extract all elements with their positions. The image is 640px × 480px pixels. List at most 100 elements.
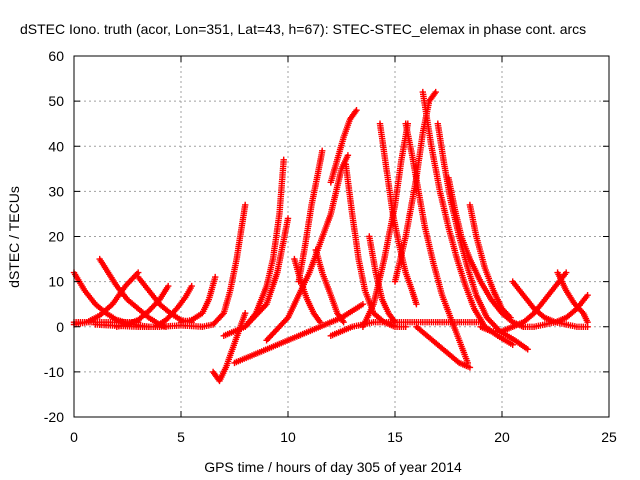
data-point: [492, 289, 495, 292]
data-point: [421, 131, 424, 134]
data-point: [455, 257, 459, 261]
data-point: [393, 280, 397, 283]
y-tick-label: 0: [56, 319, 64, 335]
data-point: [126, 298, 129, 301]
data-series: [520, 292, 591, 330]
data-point: [447, 226, 450, 229]
data-point: [244, 203, 247, 207]
data-point: [509, 316, 512, 319]
data-point: [586, 321, 589, 324]
data-point: [229, 289, 232, 292]
data-point: [137, 325, 140, 328]
data-point: [303, 244, 307, 247]
data-point: [458, 321, 461, 324]
data-point: [500, 330, 504, 333]
data-point: [211, 370, 215, 374]
data-point: [575, 325, 579, 328]
y-tick-label: 60: [48, 48, 64, 64]
data-point: [340, 167, 343, 170]
data-point: [434, 90, 437, 94]
data-point: [276, 343, 279, 346]
data-point: [532, 312, 536, 315]
data-point: [496, 334, 499, 337]
data-point: [479, 321, 482, 324]
data-point: [372, 303, 375, 306]
data-point: [490, 298, 493, 301]
data-point: [179, 324, 183, 327]
data-point: [271, 257, 275, 261]
data-series: [242, 156, 287, 330]
data-point: [282, 158, 285, 161]
data-point: [573, 303, 576, 306]
data-point: [158, 298, 161, 301]
data-point: [348, 118, 352, 121]
data-point: [218, 379, 221, 383]
data-point: [438, 190, 442, 193]
data-point: [137, 307, 140, 310]
data-point: [473, 307, 476, 310]
data-point: [224, 366, 228, 369]
data-point: [94, 303, 97, 306]
data-point: [404, 235, 407, 238]
data-point: [321, 271, 324, 274]
data-point: [385, 167, 388, 170]
data-point: [265, 339, 268, 342]
data-point: [400, 158, 403, 161]
data-point: [475, 235, 478, 238]
data-point: [453, 208, 457, 211]
data-point: [543, 298, 546, 301]
data-series: [263, 152, 352, 344]
data-point: [458, 339, 461, 342]
data-series: [327, 107, 360, 186]
data-point: [111, 303, 114, 306]
data-point: [511, 325, 514, 328]
data-point: [387, 312, 390, 315]
data-point: [316, 172, 320, 175]
data-point: [513, 339, 516, 342]
data-point: [466, 266, 469, 270]
data-point: [468, 203, 472, 207]
data-point: [458, 361, 461, 365]
data-point: [393, 321, 397, 324]
data-point: [293, 257, 296, 261]
data-point: [532, 325, 536, 328]
data-point: [404, 122, 407, 125]
data-point: [410, 154, 414, 157]
data-point: [124, 284, 127, 288]
x-tick-label: 15: [387, 429, 403, 445]
data-point: [464, 284, 467, 288]
data-point: [278, 212, 281, 216]
data-point: [417, 190, 420, 193]
data-point: [244, 325, 247, 328]
data-series: [231, 301, 367, 367]
data-point: [318, 321, 322, 324]
data-point: [235, 257, 238, 261]
data-point: [372, 321, 375, 324]
data-point: [115, 324, 119, 327]
data-point: [522, 325, 525, 328]
data-point: [586, 325, 589, 328]
data-point: [468, 366, 472, 369]
data-point: [556, 271, 559, 274]
data-point: [436, 122, 439, 125]
data-point: [329, 181, 332, 184]
data-point: [254, 352, 258, 355]
data-point: [368, 235, 371, 238]
data-point: [190, 318, 193, 322]
data-point: [107, 271, 110, 274]
data-point: [383, 257, 386, 261]
y-tick-label: 50: [48, 93, 64, 109]
data-point: [184, 296, 187, 299]
data-series: [466, 201, 514, 321]
data-point: [404, 271, 407, 274]
data-point: [222, 312, 225, 315]
data-point: [355, 109, 358, 112]
data-point: [415, 325, 418, 328]
data-point: [447, 176, 450, 179]
data-series: [327, 319, 484, 339]
data-point: [357, 257, 360, 261]
data-point: [318, 325, 322, 328]
data-point: [490, 330, 493, 333]
data-point: [276, 271, 279, 274]
data-point: [374, 271, 377, 274]
